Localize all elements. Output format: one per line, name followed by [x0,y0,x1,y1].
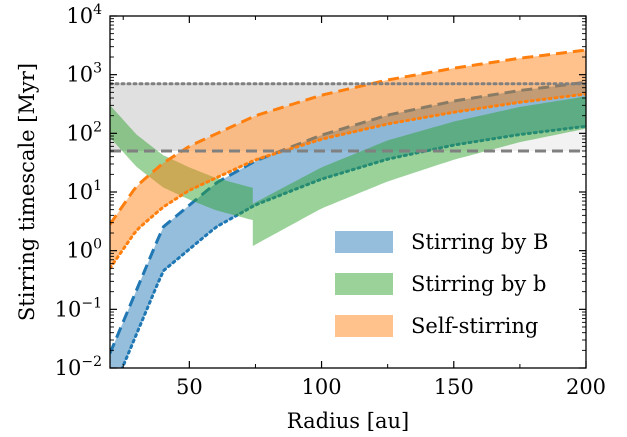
plot-area [110,48,586,368]
y-tick-label-3: 103 [66,61,102,87]
y-tick-label-1: 101 [66,178,102,204]
stirring_B-upper-line [110,80,586,354]
y-tick-label-2: 102 [66,119,102,145]
legend-swatch-stirring_B [335,231,393,253]
legend-swatch-self [335,315,393,337]
legend-label-self: Self-stirring [411,314,538,338]
x-tick-label-200: 200 [566,375,606,399]
self-upper-line [110,48,586,226]
age-band-fill [110,83,586,151]
series-stirring_B [110,80,586,368]
series-stirring_b [110,96,586,246]
stirring_b-band-1 [252,96,586,246]
legend: Stirring by B Stirring by b Self-stirring [335,230,548,338]
y-tick-label--1: 10−1 [55,295,102,321]
stirring_B-band-0 [110,82,586,368]
y-tick-label-0: 100 [66,237,102,263]
x-tick-label-100: 100 [302,375,342,399]
self-lower-line [110,92,586,270]
x-axis-label: Radius [au] [287,409,409,433]
legend-label-stirring_b: Stirring by b [411,272,546,296]
stirring_b-band-0 [110,105,253,221]
series-self [110,48,586,270]
stirring_B-lower-line [120,124,586,368]
age-band-rect [110,83,586,151]
y-tick-label-4: 104 [66,2,102,28]
axes: 50 100 150 200 10−2 10−1 100 101 102 103 104 Radius… [15,2,606,433]
self-band-0 [110,50,586,269]
legend-swatch-stirring_b [335,273,393,295]
x-tick-label-50: 50 [176,375,203,399]
y-axis-label: Stirring timescale [Myr] [15,63,39,321]
y-tick-label--2: 10−2 [55,354,102,380]
legend-label-stirring_B: Stirring by B [411,230,548,254]
x-tick-label-150: 150 [434,375,474,399]
